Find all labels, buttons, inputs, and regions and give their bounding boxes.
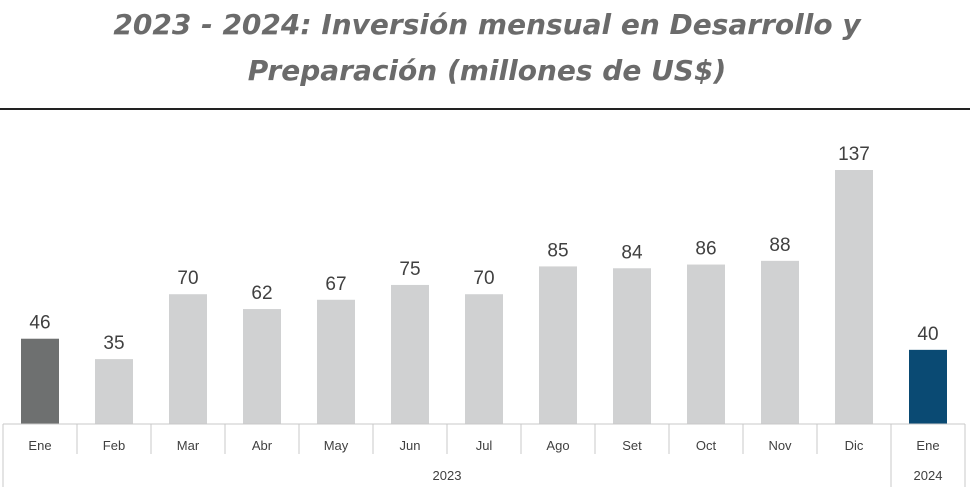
data-label-5: 67 <box>325 274 346 295</box>
tick-label-13: Ene <box>916 438 939 453</box>
chart-title: 2023 - 2024: Inversión mensual en Desarr… <box>0 2 974 94</box>
tick-label-10: Oct <box>696 438 717 453</box>
tick-label-11: Nov <box>768 438 792 453</box>
data-label-7: 70 <box>473 268 494 289</box>
data-label-9: 84 <box>621 242 643 263</box>
group-label-2024: 2024 <box>914 468 943 483</box>
bar-13 <box>909 349 947 424</box>
bar-4 <box>243 309 281 424</box>
data-label-1: 46 <box>29 313 50 334</box>
tick-label-2: Feb <box>103 438 125 453</box>
data-label-11: 88 <box>769 235 790 256</box>
tick-label-5: May <box>324 438 349 453</box>
bar-8 <box>539 266 577 424</box>
group-label-2023: 2023 <box>433 468 462 483</box>
tick-label-8: Ago <box>546 438 569 453</box>
tick-label-12: Dic <box>845 438 864 453</box>
tick-label-3: Mar <box>177 438 200 453</box>
bar-9 <box>613 268 651 424</box>
tick-label-4: Abr <box>252 438 273 453</box>
bar-6 <box>391 284 429 424</box>
bar-5 <box>317 299 355 424</box>
bar-3 <box>169 294 207 424</box>
data-label-12: 137 <box>838 144 870 165</box>
tick-label-9: Set <box>622 438 642 453</box>
data-label-6: 75 <box>399 259 420 280</box>
bar-1 <box>21 338 59 424</box>
chart-title-line-2: Preparación (millones de US$) <box>247 54 727 87</box>
data-label-8: 85 <box>547 240 568 261</box>
data-label-4: 62 <box>251 283 272 304</box>
data-label-3: 70 <box>177 268 198 289</box>
chart-title-line-1: 2023 - 2024: Inversión mensual en Desarr… <box>113 8 861 41</box>
bar-12 <box>835 170 873 424</box>
tick-label-7: Jul <box>476 438 493 453</box>
bar-2 <box>95 359 133 424</box>
data-label-13: 40 <box>917 324 938 345</box>
data-label-10: 86 <box>695 239 716 260</box>
title-divider <box>0 108 970 110</box>
tick-label-6: Jun <box>400 438 421 453</box>
data-label-2: 35 <box>103 333 124 354</box>
bar-7 <box>465 294 503 424</box>
tick-label-1: Ene <box>28 438 51 453</box>
bar-10 <box>687 264 725 424</box>
bar-11 <box>761 260 799 424</box>
